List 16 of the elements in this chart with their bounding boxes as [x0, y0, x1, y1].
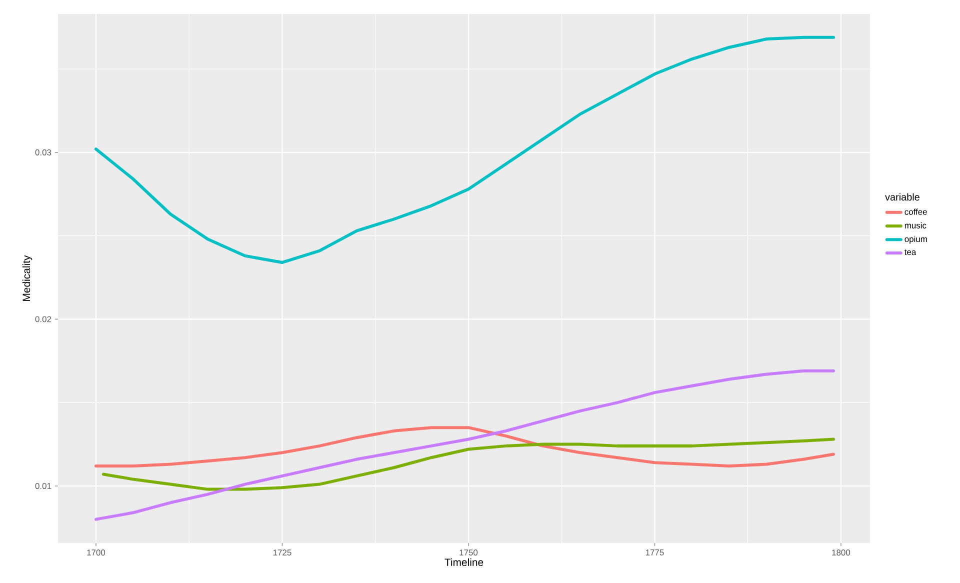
legend-label: tea [904, 249, 916, 256]
legend-title: variable [885, 193, 920, 201]
legend-label: coffee [904, 208, 927, 215]
y-tick-label: 0.03 [35, 149, 52, 156]
x-axis-title: Timeline [444, 558, 484, 566]
y-tick-label: 0.01 [35, 482, 52, 489]
x-tick-label: 1700 [87, 550, 106, 556]
x-tick-label: 1775 [646, 550, 664, 556]
x-tick-label: 1725 [273, 550, 292, 556]
y-axis-title: Medicality [22, 255, 32, 301]
x-tick-label: 1750 [460, 550, 478, 556]
x-tick-label: 1800 [832, 550, 850, 556]
line-series [94, 426, 836, 468]
legend-label: music [904, 222, 926, 228]
legend-label: opium [904, 236, 927, 244]
y-tick-label: 0.02 [35, 316, 52, 322]
